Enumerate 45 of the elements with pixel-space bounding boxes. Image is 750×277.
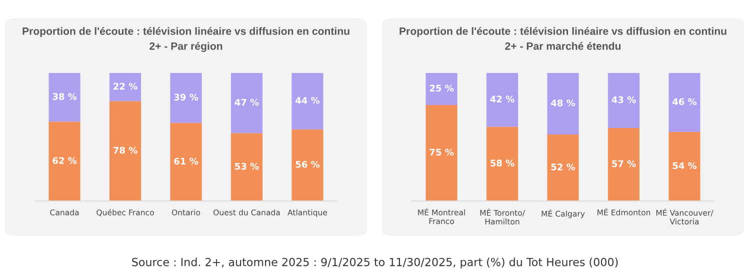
data-label: 42 % bbox=[490, 96, 514, 102]
bar bbox=[109, 73, 142, 102]
chart-subtitle: 2+ - Par marché étendu bbox=[505, 42, 621, 50]
bar bbox=[170, 122, 202, 201]
bar bbox=[608, 128, 640, 201]
data-label: 57 % bbox=[612, 160, 636, 168]
bar bbox=[668, 132, 700, 201]
data-label: 58 % bbox=[490, 160, 514, 166]
bar bbox=[230, 73, 263, 134]
data-label: 22 % bbox=[114, 82, 138, 90]
data-label: 39 % bbox=[174, 94, 198, 101]
bar bbox=[668, 73, 700, 132]
source-note: Source : Ind. 2+, automne 2025 : 9/1/2025 to 11/30/2025, part (%) du Tot Heures (000) bbox=[132, 258, 618, 268]
data-label: 48 % bbox=[551, 100, 576, 106]
data-label: 47 % bbox=[234, 98, 259, 106]
data-label: 53 % bbox=[235, 162, 259, 170]
bar bbox=[170, 73, 202, 123]
data-label: 61 % bbox=[174, 158, 198, 165]
bar bbox=[48, 122, 80, 201]
chart-title: Proportion de l'écoute : télévision linéaire vs diffusion en continu bbox=[400, 27, 726, 37]
data-label: 75 % bbox=[430, 148, 454, 156]
data-label: 56 % bbox=[296, 160, 320, 168]
data-label: 78 % bbox=[113, 146, 138, 154]
bar bbox=[486, 73, 518, 127]
chart-subtitle: 2+ - Par région bbox=[150, 42, 222, 52]
bar bbox=[426, 73, 458, 105]
data-label: 52 % bbox=[551, 164, 576, 170]
data-label: 25 % bbox=[430, 84, 454, 92]
data-label: 38 % bbox=[52, 93, 77, 100]
bar bbox=[486, 126, 518, 201]
bar bbox=[547, 73, 579, 134]
bar bbox=[292, 73, 324, 130]
bar bbox=[547, 134, 579, 201]
bar bbox=[109, 101, 142, 201]
data-label: 46 % bbox=[672, 98, 697, 106]
bar bbox=[292, 129, 324, 201]
data-label: 44 % bbox=[296, 96, 320, 104]
bar bbox=[608, 73, 640, 128]
chart-title: Proportion de l'écoute : télévision linéaire vs diffusion en continu bbox=[22, 27, 350, 37]
data-label: 43 % bbox=[612, 96, 636, 104]
data-label: 62 % bbox=[52, 157, 77, 164]
bar bbox=[48, 73, 80, 122]
bar bbox=[426, 105, 458, 201]
bar bbox=[230, 133, 263, 201]
data-label: 54 % bbox=[672, 162, 697, 170]
